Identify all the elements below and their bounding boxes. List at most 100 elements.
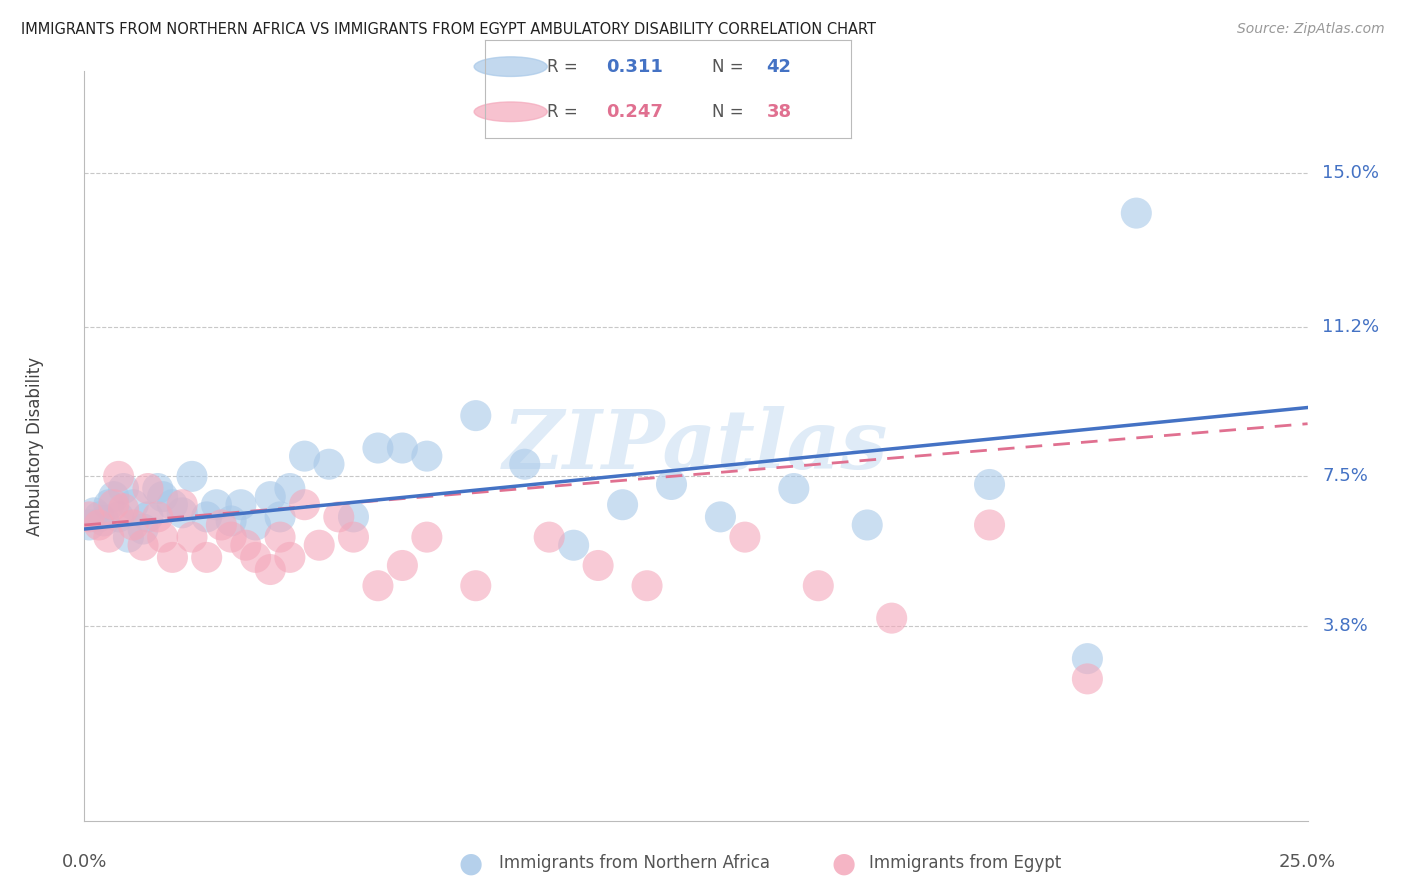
Point [979, 477, 1001, 491]
Text: N =: N = [711, 103, 744, 120]
Point [562, 538, 585, 552]
Point [1125, 206, 1147, 220]
Text: Source: ZipAtlas.com: Source: ZipAtlas.com [1237, 22, 1385, 37]
Point [661, 477, 683, 491]
Point [783, 482, 806, 496]
Text: ●: ● [831, 849, 856, 878]
Point [342, 509, 364, 524]
Point [117, 530, 139, 544]
Circle shape [474, 102, 547, 121]
Point [136, 509, 159, 524]
Point [294, 449, 316, 463]
Point [416, 530, 439, 544]
Point [318, 457, 340, 471]
Point [107, 509, 129, 524]
Point [308, 538, 330, 552]
Point [97, 498, 120, 512]
Point [181, 530, 204, 544]
Point [162, 498, 184, 512]
Point [112, 501, 135, 516]
Point [278, 482, 301, 496]
Point [172, 498, 194, 512]
Point [880, 611, 903, 625]
Point [259, 562, 281, 576]
Point [87, 509, 110, 524]
Point [416, 449, 439, 463]
Point [734, 530, 756, 544]
Point [709, 509, 731, 524]
Point [132, 522, 155, 536]
Point [209, 518, 232, 533]
Point [586, 558, 609, 573]
Point [1076, 672, 1098, 686]
Point [245, 518, 267, 533]
Text: N =: N = [711, 58, 744, 76]
Point [83, 506, 105, 520]
Point [612, 498, 634, 512]
Text: 3.8%: 3.8% [1322, 617, 1368, 635]
Point [367, 441, 389, 455]
Point [245, 550, 267, 565]
Point [195, 509, 218, 524]
Text: 0.311: 0.311 [606, 58, 662, 76]
Point [464, 409, 486, 423]
Text: R =: R = [547, 103, 578, 120]
Text: R =: R = [547, 58, 578, 76]
Point [136, 482, 159, 496]
Point [181, 469, 204, 483]
Point [229, 498, 252, 512]
Point [172, 506, 194, 520]
Point [93, 514, 115, 528]
Point [162, 550, 184, 565]
Point [146, 509, 169, 524]
Point [122, 518, 145, 533]
Circle shape [474, 57, 547, 77]
Text: 42: 42 [766, 58, 792, 76]
Text: ●: ● [458, 849, 484, 878]
Point [77, 509, 100, 524]
Point [856, 518, 879, 533]
Point [538, 530, 561, 544]
Point [513, 457, 536, 471]
Text: 38: 38 [766, 103, 792, 120]
Point [278, 550, 301, 565]
Text: 15.0%: 15.0% [1322, 163, 1379, 182]
Point [219, 514, 242, 528]
Point [269, 530, 291, 544]
Point [132, 538, 155, 552]
Text: Immigrants from Northern Africa: Immigrants from Northern Africa [499, 855, 770, 872]
Point [122, 498, 145, 512]
Point [103, 498, 125, 512]
Text: 0.0%: 0.0% [62, 853, 107, 871]
Point [77, 518, 100, 533]
Point [87, 518, 110, 533]
Text: 0.247: 0.247 [606, 103, 662, 120]
Text: ZIPatlas: ZIPatlas [503, 406, 889, 486]
Point [103, 490, 125, 504]
Point [464, 579, 486, 593]
Point [636, 579, 658, 593]
Point [294, 498, 316, 512]
Point [107, 469, 129, 483]
Text: 7.5%: 7.5% [1322, 467, 1368, 485]
Text: 25.0%: 25.0% [1279, 853, 1336, 871]
Point [391, 558, 413, 573]
Point [259, 490, 281, 504]
Point [112, 482, 135, 496]
Text: Immigrants from Egypt: Immigrants from Egypt [869, 855, 1062, 872]
Point [235, 538, 257, 552]
Point [367, 579, 389, 593]
Text: IMMIGRANTS FROM NORTHERN AFRICA VS IMMIGRANTS FROM EGYPT AMBULATORY DISABILITY C: IMMIGRANTS FROM NORTHERN AFRICA VS IMMIG… [21, 22, 876, 37]
Point [195, 550, 218, 565]
Point [807, 579, 830, 593]
Text: Ambulatory Disability: Ambulatory Disability [27, 357, 45, 535]
Point [152, 530, 174, 544]
Point [205, 498, 228, 512]
Text: 11.2%: 11.2% [1322, 318, 1379, 335]
Point [1076, 651, 1098, 665]
Point [342, 530, 364, 544]
Point [219, 530, 242, 544]
Point [97, 530, 120, 544]
Point [391, 441, 413, 455]
Point [269, 509, 291, 524]
